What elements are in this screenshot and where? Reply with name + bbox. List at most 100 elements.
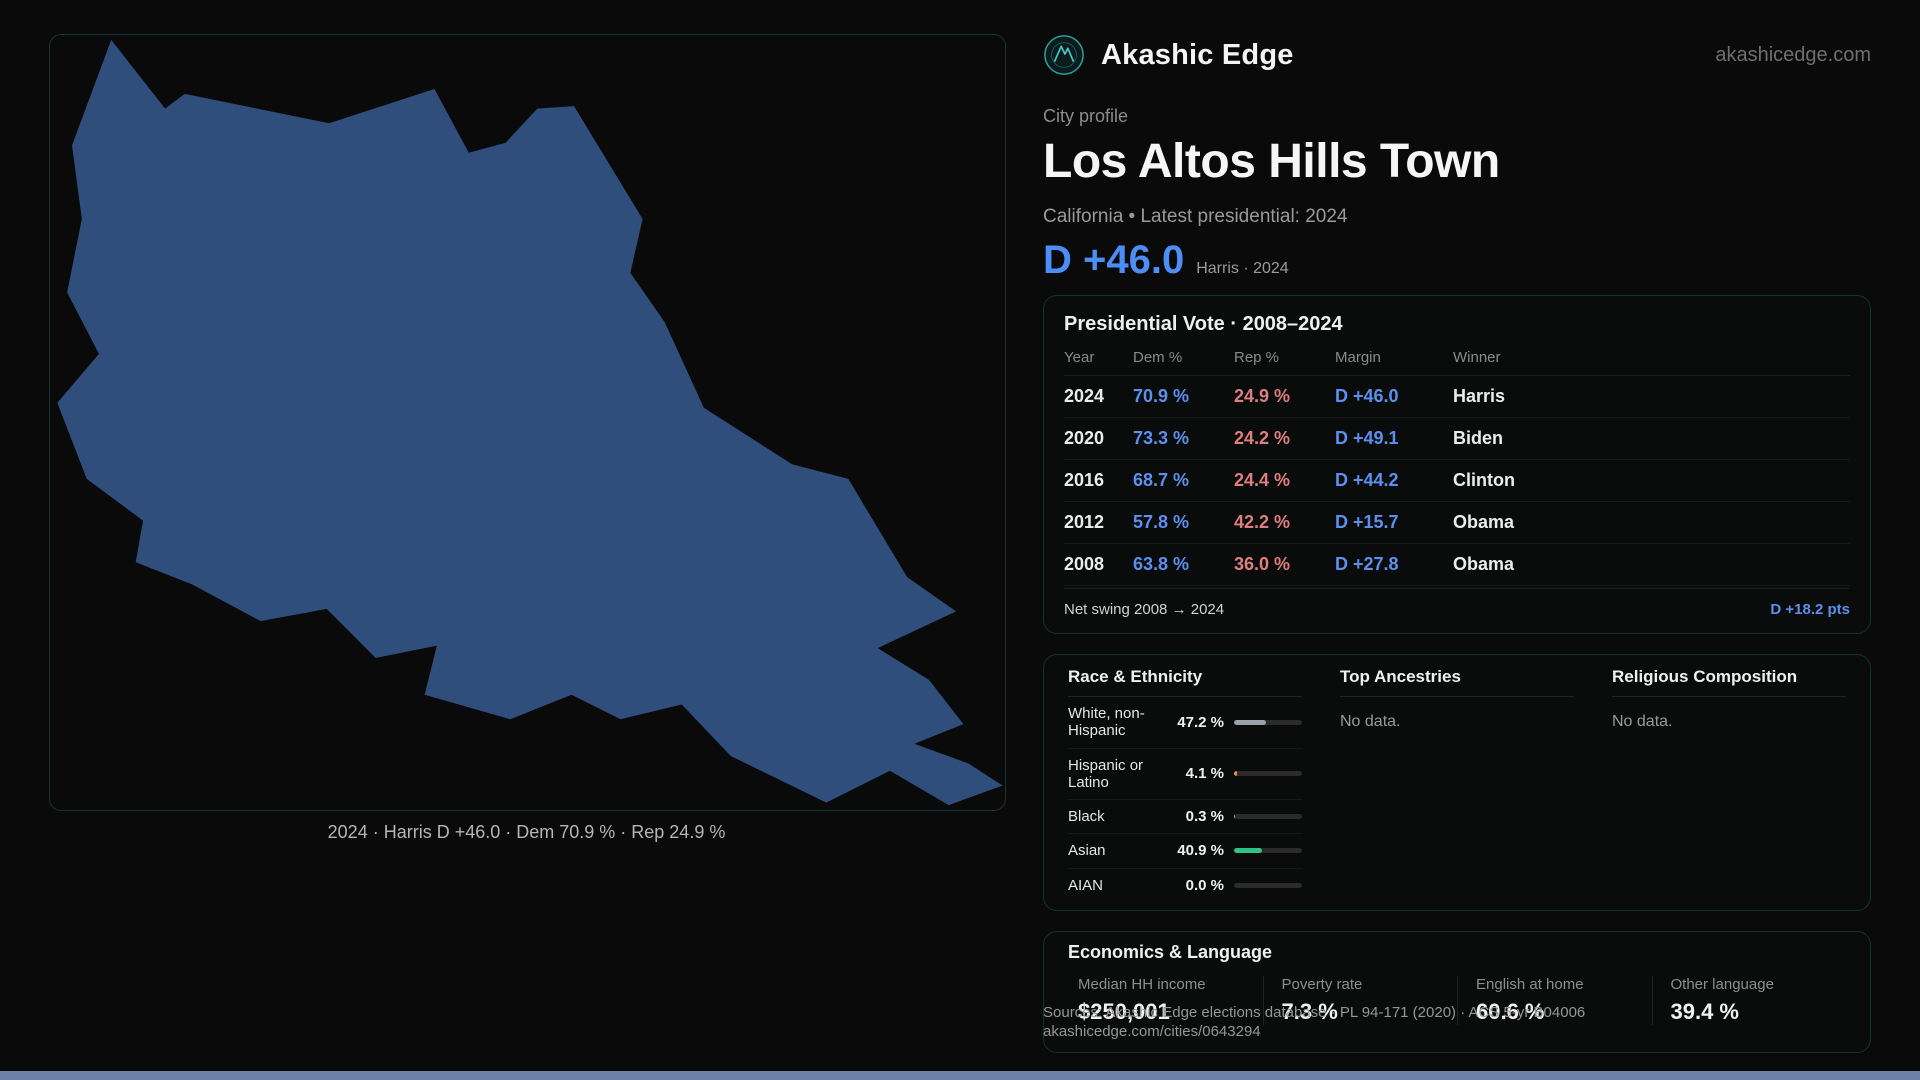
race-row: Black 0.3 % xyxy=(1068,800,1302,835)
race-row: Asian 40.9 % xyxy=(1068,834,1302,869)
stat-english-at-home: English at home 60.6 % xyxy=(1457,976,1652,1025)
race-row: White, non-Hispanic 47.2 % xyxy=(1068,697,1302,749)
col-year: Year xyxy=(1064,349,1095,366)
cell-winner: Obama xyxy=(1453,512,1515,532)
cell-year: 2012 xyxy=(1064,512,1105,532)
race-value: 0.3 % xyxy=(1185,808,1224,825)
stat-label: Median HH income xyxy=(1078,976,1206,993)
cell-dem: 57.8 % xyxy=(1133,512,1190,532)
race-bar xyxy=(1234,814,1302,820)
race-bar xyxy=(1234,882,1302,888)
race-value: 40.9 % xyxy=(1177,842,1224,860)
religion-empty-state: No data. xyxy=(1612,713,1673,730)
presidential-vote-card: Presidential Vote · 2008–2024 Year Dem %… xyxy=(1043,295,1871,634)
economics-stats: Median HH income $250,001 Poverty rate 7… xyxy=(1068,976,1846,1025)
race-row: Hispanic or Latino 4.1 % xyxy=(1068,749,1302,800)
brand-header: Akashic Edge akashicedge.com xyxy=(1043,33,1871,77)
race-label: White, non-Hispanic xyxy=(1068,705,1145,740)
race-label: AIAN xyxy=(1068,876,1104,894)
race-bar xyxy=(1234,848,1302,854)
col-dem: Dem % xyxy=(1133,349,1183,366)
brand-name: Akashic Edge xyxy=(1101,38,1294,71)
cell-dem: 63.8 % xyxy=(1133,554,1190,574)
race-label: Black xyxy=(1068,808,1105,825)
economics-card-title: Economics & Language xyxy=(1068,942,1273,962)
page-title: Los Altos Hills Town xyxy=(1043,135,1500,188)
cell-rep: 42.2 % xyxy=(1234,512,1291,532)
net-swing-row: Net swing 2008 → 2024 D +18.2 pts xyxy=(1064,588,1850,633)
cell-winner: Obama xyxy=(1453,554,1515,574)
economics-card: Economics & Language Median HH income $2… xyxy=(1043,931,1871,1053)
presidential-table-header: Year Dem % Rep % Margin Winner xyxy=(1064,345,1850,376)
presidential-card-title: Presidential Vote · 2008–2024 xyxy=(1064,313,1343,335)
horizontal-scrollbar[interactable] xyxy=(0,1071,1920,1080)
cell-winner: Harris xyxy=(1453,386,1506,406)
town-boundary-polygon xyxy=(57,39,1003,806)
stat-label: English at home xyxy=(1476,976,1584,993)
race-label: Hispanic or Latino xyxy=(1068,756,1144,791)
cell-rep: 24.4 % xyxy=(1234,470,1291,490)
table-row: 2016 68.7 % 24.4 % D +44.2 Clinton xyxy=(1064,460,1850,502)
brand-domain: akashicedge.com xyxy=(1715,43,1871,66)
stat-label: Other language xyxy=(1670,976,1774,993)
stat-median-hh-income: Median HH income $250,001 xyxy=(1068,976,1263,1025)
race-row: AIAN 0.0 % xyxy=(1068,869,1302,902)
cell-dem: 68.7 % xyxy=(1133,470,1190,490)
table-row: 2012 57.8 % 42.2 % D +15.7 Obama xyxy=(1064,502,1850,544)
demographics-card: Race & Ethnicity White, non-Hispanic 47.… xyxy=(1043,654,1871,911)
cell-winner: Biden xyxy=(1453,428,1504,448)
town-boundary-map xyxy=(57,39,1003,806)
page-subtitle: California • Latest presidential: 2024 xyxy=(1043,206,1348,227)
sources-footer: Sources: Akashic Edge elections database… xyxy=(1043,1003,1585,1041)
table-row: 2024 70.9 % 24.9 % D +46.0 Harris xyxy=(1064,376,1850,418)
race-bar xyxy=(1234,719,1302,725)
stat-other-language: Other language 39.4 % xyxy=(1651,976,1847,1025)
race-value: 47.2 % xyxy=(1177,713,1224,731)
stat-poverty-rate: Poverty rate 7.3 % xyxy=(1262,976,1458,1025)
stat-label: Poverty rate xyxy=(1281,976,1363,993)
cell-rep: 24.2 % xyxy=(1234,428,1291,448)
map-caption: 2024 · Harris D +46.0 · Dem 70.9 % · Rep… xyxy=(327,822,726,842)
cell-rep: 36.0 % xyxy=(1234,554,1291,574)
cell-margin: D +46.0 xyxy=(1335,386,1399,406)
cell-year: 2020 xyxy=(1064,428,1105,448)
net-swing-value: D +18.2 pts xyxy=(1770,601,1850,618)
stat-value: 60.6 % xyxy=(1476,999,1545,1024)
race-value: 0.0 % xyxy=(1185,876,1224,894)
ancestries-empty-state: No data. xyxy=(1340,713,1401,730)
cell-rep: 24.9 % xyxy=(1234,386,1291,406)
table-row: 2008 63.8 % 36.0 % D +27.8 Obama xyxy=(1064,544,1850,586)
race-ethnicity-title: Race & Ethnicity xyxy=(1068,667,1302,697)
cell-margin: D +49.1 xyxy=(1335,428,1399,448)
religious-composition-title: Religious Composition xyxy=(1612,667,1846,697)
race-bar xyxy=(1234,771,1302,777)
headline-margin: D +46.0 Harris · 2024 xyxy=(1043,238,1289,283)
stat-value: $250,001 xyxy=(1078,999,1170,1024)
cell-margin: D +15.7 xyxy=(1335,512,1399,532)
net-swing-label: Net swing 2008 → 2024 xyxy=(1064,601,1225,618)
race-label: Asian xyxy=(1068,842,1106,860)
headline-margin-note: Harris · 2024 xyxy=(1196,260,1289,277)
col-rep: Rep % xyxy=(1234,349,1280,366)
race-ethnicity-section: Race & Ethnicity White, non-Hispanic 47.… xyxy=(1068,667,1302,902)
map-panel xyxy=(49,34,1006,811)
headline-margin-value: D +46.0 xyxy=(1043,238,1185,282)
race-value: 4.1 % xyxy=(1185,765,1224,783)
cell-winner: Clinton xyxy=(1453,470,1515,490)
eyebrow-label: City profile xyxy=(1043,106,1129,126)
cell-year: 2024 xyxy=(1064,386,1105,406)
cell-year: 2008 xyxy=(1064,554,1105,574)
top-ancestries-section: Top Ancestries No data. xyxy=(1340,667,1574,902)
stat-value: 39.4 % xyxy=(1670,999,1740,1024)
cell-year: 2016 xyxy=(1064,470,1105,490)
sources-line: Sources: Akashic Edge elections database… xyxy=(1043,1004,1586,1021)
city-page-link[interactable]: akashicedge.com/cities/0643294 xyxy=(1043,1023,1261,1040)
religious-composition-section: Religious Composition No data. xyxy=(1612,667,1846,902)
stat-value: 7.3 % xyxy=(1281,999,1338,1024)
col-margin: Margin xyxy=(1335,349,1381,366)
table-row: 2020 73.3 % 24.2 % D +49.1 Biden xyxy=(1064,418,1850,460)
cell-dem: 70.9 % xyxy=(1133,386,1190,406)
cell-margin: D +27.8 xyxy=(1335,554,1399,574)
brand-logo-icon xyxy=(1043,34,1085,76)
